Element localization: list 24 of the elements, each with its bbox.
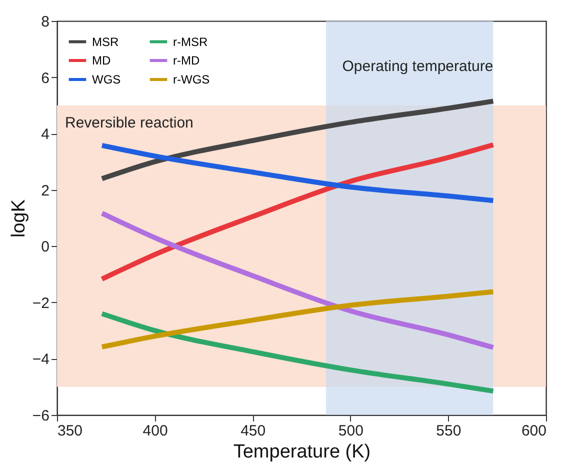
y-tick-label: 6 [41, 70, 50, 87]
x-axis-title: Temperature (K) [233, 442, 371, 462]
legend-label: r-WGS [173, 72, 210, 86]
x-tick-label: 600 [521, 422, 546, 440]
legend-label: WGS [92, 72, 121, 86]
y-tick-label: 8 [41, 14, 50, 30]
x-tick-label: 400 [142, 422, 168, 440]
y-tick-label: 2 [41, 182, 50, 200]
y-tick-label: −2 [32, 294, 50, 312]
legend-label: MD [92, 54, 111, 68]
y-tick-label: −4 [32, 351, 50, 368]
x-tick-label: 350 [58, 422, 83, 440]
y-tick-label: 0 [41, 238, 50, 256]
band-label: Reversible reaction [65, 114, 194, 132]
legend-label: MSR [92, 34, 119, 49]
x-tick-label: 450 [240, 422, 266, 440]
y-tick-label: −6 [32, 408, 50, 424]
y-axis-title: logK [8, 199, 30, 238]
x-tick-label: 500 [338, 422, 364, 440]
x-tick-label: 550 [436, 422, 462, 440]
legend-label: r-MD [173, 54, 200, 68]
band-label: Operating temperature [342, 58, 494, 75]
legend-label: r-MSR [173, 34, 208, 49]
y-tick-label: 4 [41, 126, 50, 144]
